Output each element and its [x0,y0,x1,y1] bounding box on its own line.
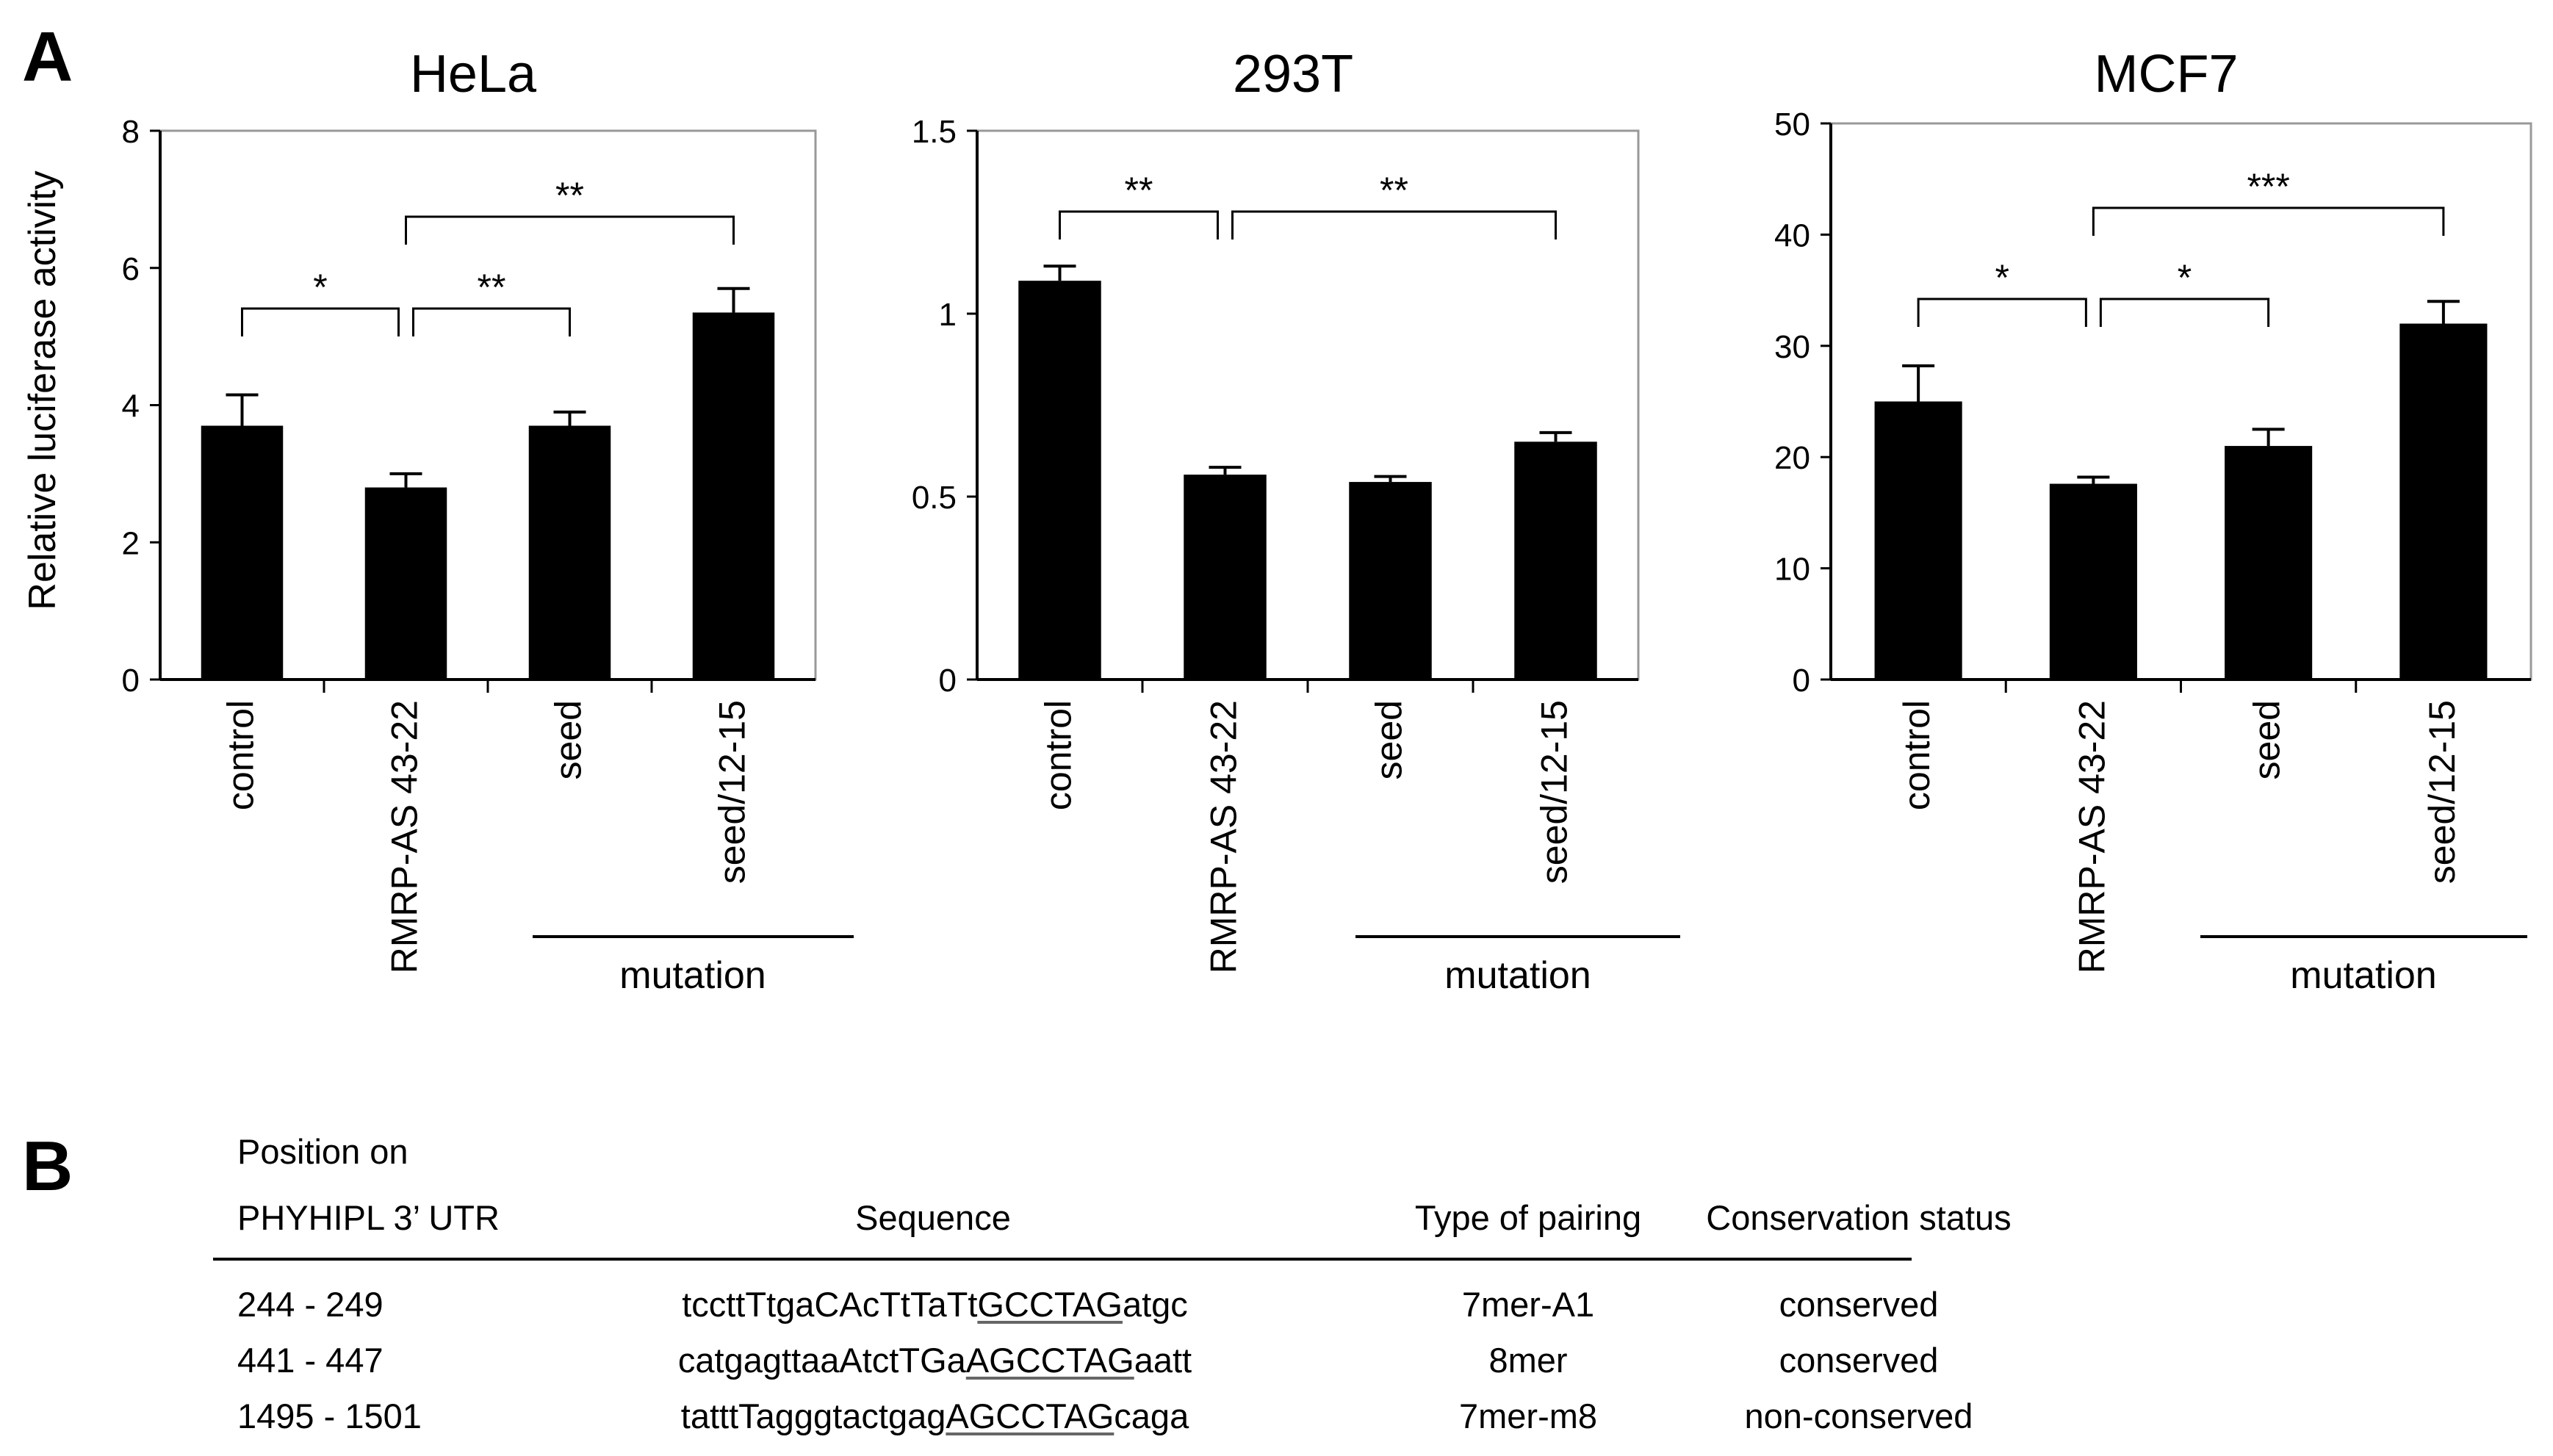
significance-label: ** [478,267,506,308]
y-tick-label: 40 [1774,217,1810,253]
sequence-suffix: aatt [1134,1341,1192,1380]
significance-label: *** [2247,166,2289,207]
y-tick-label: 0 [122,663,140,699]
category-label: seed [548,700,589,779]
bar-seed [528,425,611,680]
y-tick-label: 0.5 [912,480,957,516]
significance-bracket [1059,210,1219,239]
mutation-group-label: mutation [1444,954,1591,997]
header-position: PHYHIPL 3’ UTR [237,1198,500,1237]
bar-seed [2225,446,2313,680]
significance-label: ** [555,175,584,216]
sequence-suffix: atgc [1122,1285,1188,1324]
category-label: seed/12-15 [712,700,753,884]
bar-chart-figure: 0 2 4 6 8 control RMRP-AS 43-22 seed seed/12-15 *… [21,45,2532,997]
y-tick-label: 0 [939,663,957,699]
significance-bracket [412,307,571,336]
cell-conservation: conserved [1779,1285,1939,1324]
y-tick-label: 10 [1774,552,1810,588]
category-label: seed/12-15 [2421,700,2463,884]
sequence-seed-site: GCCTAG [977,1285,1123,1324]
cell-sequence: tatttTagggtactgagAGCCTAGcaga [621,1396,1249,1436]
bar-control [201,425,284,680]
cell-pairing: 7mer-A1 [1461,1285,1595,1324]
cell-sequence: catgagttaaAtctTGaAGCCTAGaatt [621,1340,1249,1380]
category-label: seed [1369,700,1410,779]
bar-rmrp-as-43-22 [2049,483,2137,680]
cell-sequence: tccttTtgaCAcTtTaTtGCCTAGatgc [621,1284,1249,1325]
significance-label: * [2178,257,2192,298]
header-conservation: Conservation status [1706,1198,2012,1237]
y-tick-label: 4 [122,389,140,425]
y-tick-label: 1.5 [912,114,957,150]
y-tick-label: 1 [939,297,957,333]
cell-conservation: conserved [1779,1341,1939,1380]
cell-pairing: 8mer [1488,1341,1568,1380]
bar-seed-12-15 [692,312,775,680]
bar-seed-12-15 [2399,323,2488,680]
y-tick-label: 30 [1774,329,1810,365]
chart-title: MCF7 [2095,45,2239,104]
category-label: control [1038,700,1079,810]
chart-title: HeLa [410,45,537,104]
header-sequence: Sequence [855,1198,1011,1237]
sequence-prefix: tatttTagggtactgag [680,1396,946,1435]
sequence-seed-site: AGCCTAG [946,1396,1115,1435]
mutation-group-label: mutation [619,954,766,997]
header-pairing: Type of pairing [1414,1198,1642,1237]
panel-a-label: A [22,18,73,96]
bar-rmrp-as-43-22 [364,487,447,680]
significance-bracket [1231,210,1557,239]
significance-bracket [1917,298,2087,327]
bar-seed [1349,482,1432,680]
cell-pairing: 7mer-m8 [1458,1396,1598,1435]
sequence-prefix: catgagttaaAtctTGa [677,1341,966,1380]
bar-rmrp-as-43-22 [1184,475,1267,680]
category-label: control [1896,700,1937,810]
category-label: RMRP-AS 43-22 [2071,700,2112,973]
sequence-prefix: tccttTtgaCAcTtTaTt [682,1285,978,1324]
y-axis-label: Relative luciferase activity [21,170,64,610]
significance-label: * [313,267,327,308]
category-label: seed [2247,700,2288,779]
y-tick-label: 8 [122,114,140,150]
cell-position: 1495 - 1501 [237,1396,422,1435]
significance-bracket [241,307,400,336]
panel-b-label: B [22,1127,73,1205]
table-header-rule [213,1258,1912,1261]
significance-bracket [2099,298,2270,327]
bar-control [1874,401,1962,680]
y-tick-label: 2 [122,525,140,561]
chart-293t: 0 0.5 1 1.5 control RMRP-AS 43-22 seed seed/12-… [912,45,1680,997]
significance-label: ** [1125,170,1153,211]
significance-label: * [1995,257,2009,298]
cell-position: 244 - 249 [237,1285,384,1324]
chart-mcf7: 0 10 20 30 40 50 control RMRP-AS 43-22 seed seed/… [1774,45,2532,997]
significance-label: ** [1380,170,1408,211]
y-tick-label: 0 [1793,663,1810,699]
category-label: RMRP-AS 43-22 [384,700,425,973]
sequence-seed-site: AGCCTAG [965,1341,1134,1380]
sequence-suffix: caga [1114,1396,1189,1435]
bar-seed-12-15 [1514,442,1597,680]
chart-title: 293T [1233,45,1353,104]
cell-position: 441 - 447 [237,1341,384,1380]
category-label: control [220,700,262,810]
y-tick-label: 20 [1774,440,1810,476]
significance-bracket [405,215,735,245]
header-position-line1: Position on [237,1132,408,1171]
category-label: RMRP-AS 43-22 [1203,700,1245,973]
y-tick-label: 6 [122,251,140,287]
significance-bracket [2092,206,2445,236]
cell-conservation: non-conserved [1744,1396,1973,1435]
category-label: seed/12-15 [1534,700,1575,884]
chart-hela: 0 2 4 6 8 control RMRP-AS 43-22 seed seed/12-15 *… [21,45,854,997]
bar-control [1018,281,1101,680]
mutation-group-label: mutation [2290,954,2436,997]
y-tick-label: 50 [1774,107,1810,143]
